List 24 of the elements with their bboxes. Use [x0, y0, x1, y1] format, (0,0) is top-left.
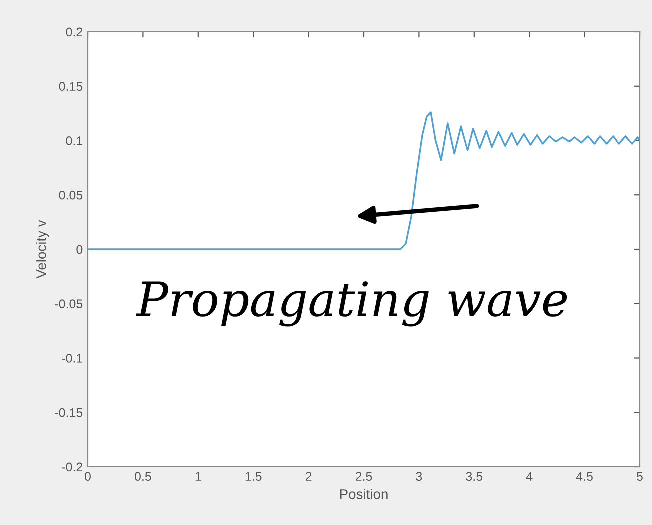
y-tick-label: 0.2 [66, 28, 83, 37]
line-series [88, 112, 640, 250]
y-tick-label: 0.15 [59, 82, 83, 92]
x-tick-label: 0.5 [135, 472, 152, 482]
x-tick-label: 1 [196, 472, 202, 481]
x-tick-label: 4 [526, 472, 533, 481]
y-tick-label: -0.05 [55, 300, 83, 309]
x-tick-label: 1.5 [246, 472, 262, 482]
x-tick-label: 5 [637, 472, 643, 482]
y-tick-label: -0.2 [62, 462, 83, 472]
y-tick-label: 0 [76, 245, 83, 254]
y-tick-label: 0.05 [59, 190, 83, 200]
x-tick-label: 2 [306, 472, 312, 481]
x-tick-label: 3 [416, 472, 422, 482]
x-tick-label: 4.5 [576, 472, 593, 482]
y-tick-label: -0.15 [55, 408, 83, 418]
x-tick-label: 0 [85, 472, 91, 482]
x-axis-title: Position [340, 489, 388, 500]
x-tick-label: 2.5 [356, 472, 372, 482]
y-axis-title: Velocity v [36, 220, 50, 279]
annotation: Propagating wave [136, 281, 568, 327]
x-tick-label: 3.5 [466, 472, 483, 482]
y-tick-label: 0.1 [66, 136, 83, 146]
y-tick-label: -0.1 [62, 354, 83, 363]
